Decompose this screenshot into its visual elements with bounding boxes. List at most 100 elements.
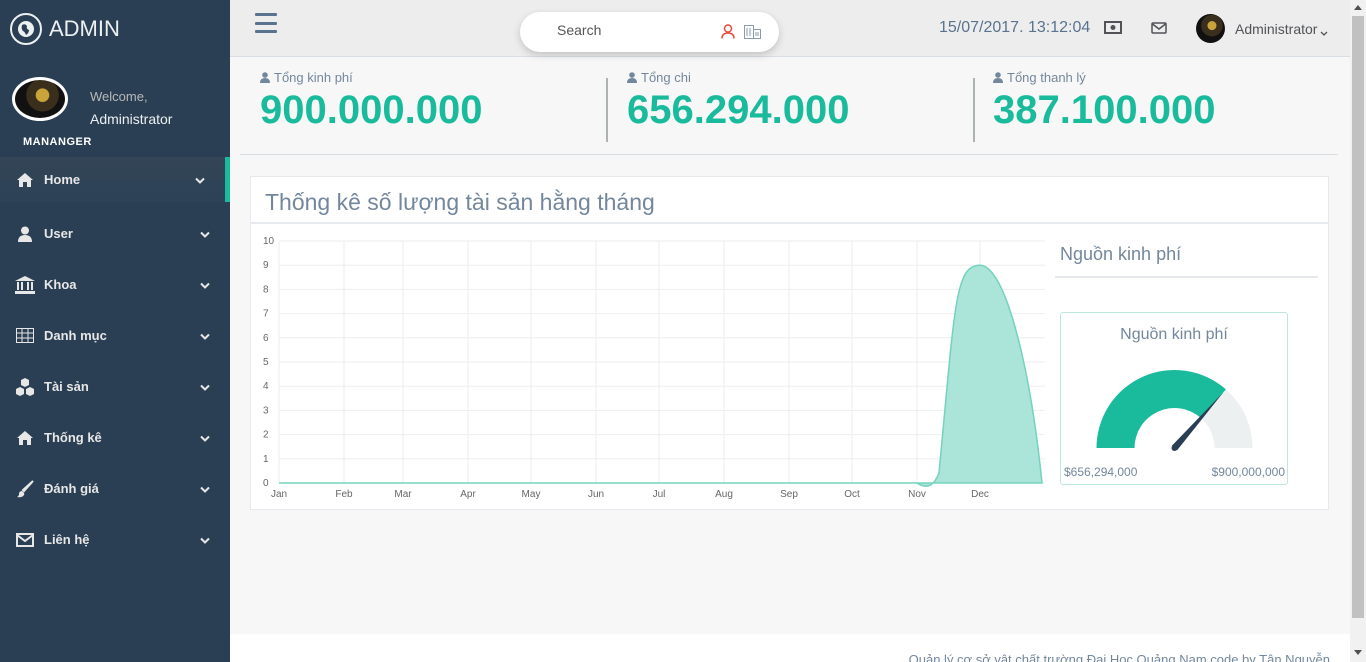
- envelope-icon[interactable]: [1151, 21, 1167, 39]
- panel-title: Thống kê số lượng tài sản hằng tháng: [265, 189, 655, 215]
- x-tick-label: Jan: [271, 489, 287, 500]
- user-menu-label[interactable]: Administrator: [1235, 21, 1318, 37]
- profile-name: Administrator: [90, 111, 173, 127]
- envelope-icon: [15, 531, 35, 549]
- y-tick-label: 9: [263, 260, 269, 271]
- user-icon: [993, 72, 1003, 83]
- role-label: MANANGER: [23, 136, 92, 148]
- y-tick-label: 2: [263, 430, 269, 441]
- sidebar-item-label: Tài sản: [44, 379, 89, 394]
- divider: [251, 222, 1328, 224]
- y-tick-label: 1: [263, 454, 269, 465]
- gauge-needle: [1171, 392, 1224, 451]
- gauge-fill: [1096, 370, 1226, 448]
- stat-label: Tổng thanh lý: [1007, 70, 1086, 85]
- welcome-text: Welcome,: [90, 89, 148, 104]
- footer-text: Quản lý cơ sở vật chất trường Đại Học Qu…: [908, 652, 1330, 662]
- search-input[interactable]: [557, 22, 707, 38]
- page-scrollbar[interactable]: [1350, 0, 1366, 662]
- monthly-assets-chart: 0 1 2 3 4 5 6 7 8 9 10 Jan Feb Mar Apr May Jun Jul Aug Sep O…: [263, 236, 1045, 500]
- side-menu: Home User Khoa Danh mục Tài sản Thống kê: [0, 157, 230, 565]
- avatar[interactable]: [12, 77, 68, 121]
- topbar: 15/07/2017. 13:12:04 Administrator: [230, 0, 1350, 57]
- stat-value: 387.100.000: [993, 88, 1216, 132]
- profile: Welcome, Administrator MANANGER: [0, 57, 230, 157]
- avatar[interactable]: [1196, 14, 1225, 43]
- institution-icon: [15, 275, 35, 294]
- search-box: [520, 12, 779, 52]
- brand-title: ADMIN: [49, 15, 120, 41]
- x-tick-label: Feb: [335, 489, 353, 500]
- chevron-down-icon: [200, 277, 210, 292]
- y-tick-label: 4: [263, 381, 269, 392]
- chevron-down-icon: [200, 430, 210, 445]
- scroll-up-arrow-icon[interactable]: [1354, 5, 1362, 10]
- user-outline-icon[interactable]: [721, 24, 735, 44]
- gauge-max-label: $900,000,000: [1211, 465, 1285, 479]
- stat-total-funding: Tổng kinh phí 900.000.000: [260, 70, 482, 130]
- stat-total-spent: Tổng chi 656.294.000: [627, 70, 849, 130]
- sidebar-item-lien-he[interactable]: Liên hệ: [0, 514, 230, 565]
- x-tick-label: Jul: [653, 489, 666, 500]
- building-icon[interactable]: [744, 25, 761, 44]
- user-icon: [260, 72, 270, 83]
- y-tick-label: 10: [263, 236, 275, 247]
- chevron-down-icon[interactable]: [1320, 24, 1328, 42]
- x-tick-label: Oct: [844, 489, 860, 500]
- table-icon: [15, 327, 35, 345]
- home-icon: [15, 171, 35, 189]
- money-icon[interactable]: [1104, 21, 1122, 39]
- sidebar-item-label: Khoa: [44, 277, 77, 292]
- divider: [240, 154, 1338, 155]
- chevron-down-icon: [200, 532, 210, 547]
- divider: [1055, 276, 1318, 278]
- stat-value: 900.000.000: [260, 88, 483, 132]
- x-tick-label: Dec: [971, 489, 989, 500]
- sidebar-item-label: Thống kê: [44, 430, 102, 445]
- sidebar-item-label: Danh mục: [44, 328, 107, 343]
- stat-label: Tổng chi: [641, 70, 691, 85]
- globe-icon: [10, 12, 42, 45]
- user-icon: [627, 72, 637, 83]
- funding-gauge: [1096, 370, 1253, 451]
- x-tick-label: Aug: [715, 489, 733, 500]
- x-tick-label: Apr: [460, 489, 476, 500]
- menu-toggle-icon[interactable]: [255, 13, 277, 33]
- brand[interactable]: ADMIN: [0, 0, 230, 57]
- gauge-min-label: $656,294,000: [1064, 465, 1138, 479]
- sidebar: ADMIN Welcome, Administrator MANANGER Ho…: [0, 0, 230, 662]
- sidebar-item-thong-ke[interactable]: Thống kê: [0, 412, 230, 463]
- sidebar-item-tai-san[interactable]: Tài sản: [0, 361, 230, 412]
- chevron-down-icon: [200, 226, 210, 241]
- x-tick-label: Jun: [588, 489, 604, 500]
- sidebar-item-home[interactable]: Home: [0, 157, 230, 202]
- y-tick-label: 3: [263, 405, 269, 416]
- y-tick-label: 6: [263, 333, 269, 344]
- x-tick-label: Mar: [394, 489, 412, 500]
- cubes-icon: [15, 377, 35, 396]
- stat-label: Tổng kinh phí: [274, 70, 353, 85]
- paint-brush-icon: [15, 479, 35, 498]
- scroll-thumb[interactable]: [1352, 16, 1364, 618]
- x-tick-label: Sep: [780, 489, 798, 500]
- chevron-down-icon: [200, 379, 210, 394]
- scroll-down-arrow-icon[interactable]: [1354, 650, 1362, 655]
- sidebar-item-danh-gia[interactable]: Đánh giá: [0, 463, 230, 514]
- y-tick-label: 0: [263, 478, 269, 489]
- chevron-down-icon: [195, 172, 205, 187]
- sidebar-item-label: Home: [44, 172, 81, 187]
- funding-section-title: Nguồn kinh phí: [1060, 244, 1182, 264]
- funding-gauge-card: Nguồn kinh phí $656,294,000 $900,000,000: [1060, 312, 1288, 485]
- sidebar-item-label: Liên hệ: [44, 532, 90, 547]
- chevron-down-icon: [200, 328, 210, 343]
- chevron-down-icon: [200, 481, 210, 496]
- sidebar-item-khoa[interactable]: Khoa: [0, 259, 230, 310]
- stat-total-liquidation: Tổng thanh lý 387.100.000: [993, 70, 1215, 130]
- x-tick-label: Nov: [908, 489, 926, 500]
- y-tick-label: 5: [263, 357, 269, 368]
- sidebar-item-user[interactable]: User: [0, 208, 230, 259]
- footer: Quản lý cơ sở vật chất trường Đại Học Qu…: [230, 634, 1350, 662]
- sidebar-item-label: Đánh giá: [44, 481, 99, 496]
- sidebar-item-danh-muc[interactable]: Danh mục: [0, 310, 230, 361]
- sidebar-item-label: User: [44, 226, 73, 241]
